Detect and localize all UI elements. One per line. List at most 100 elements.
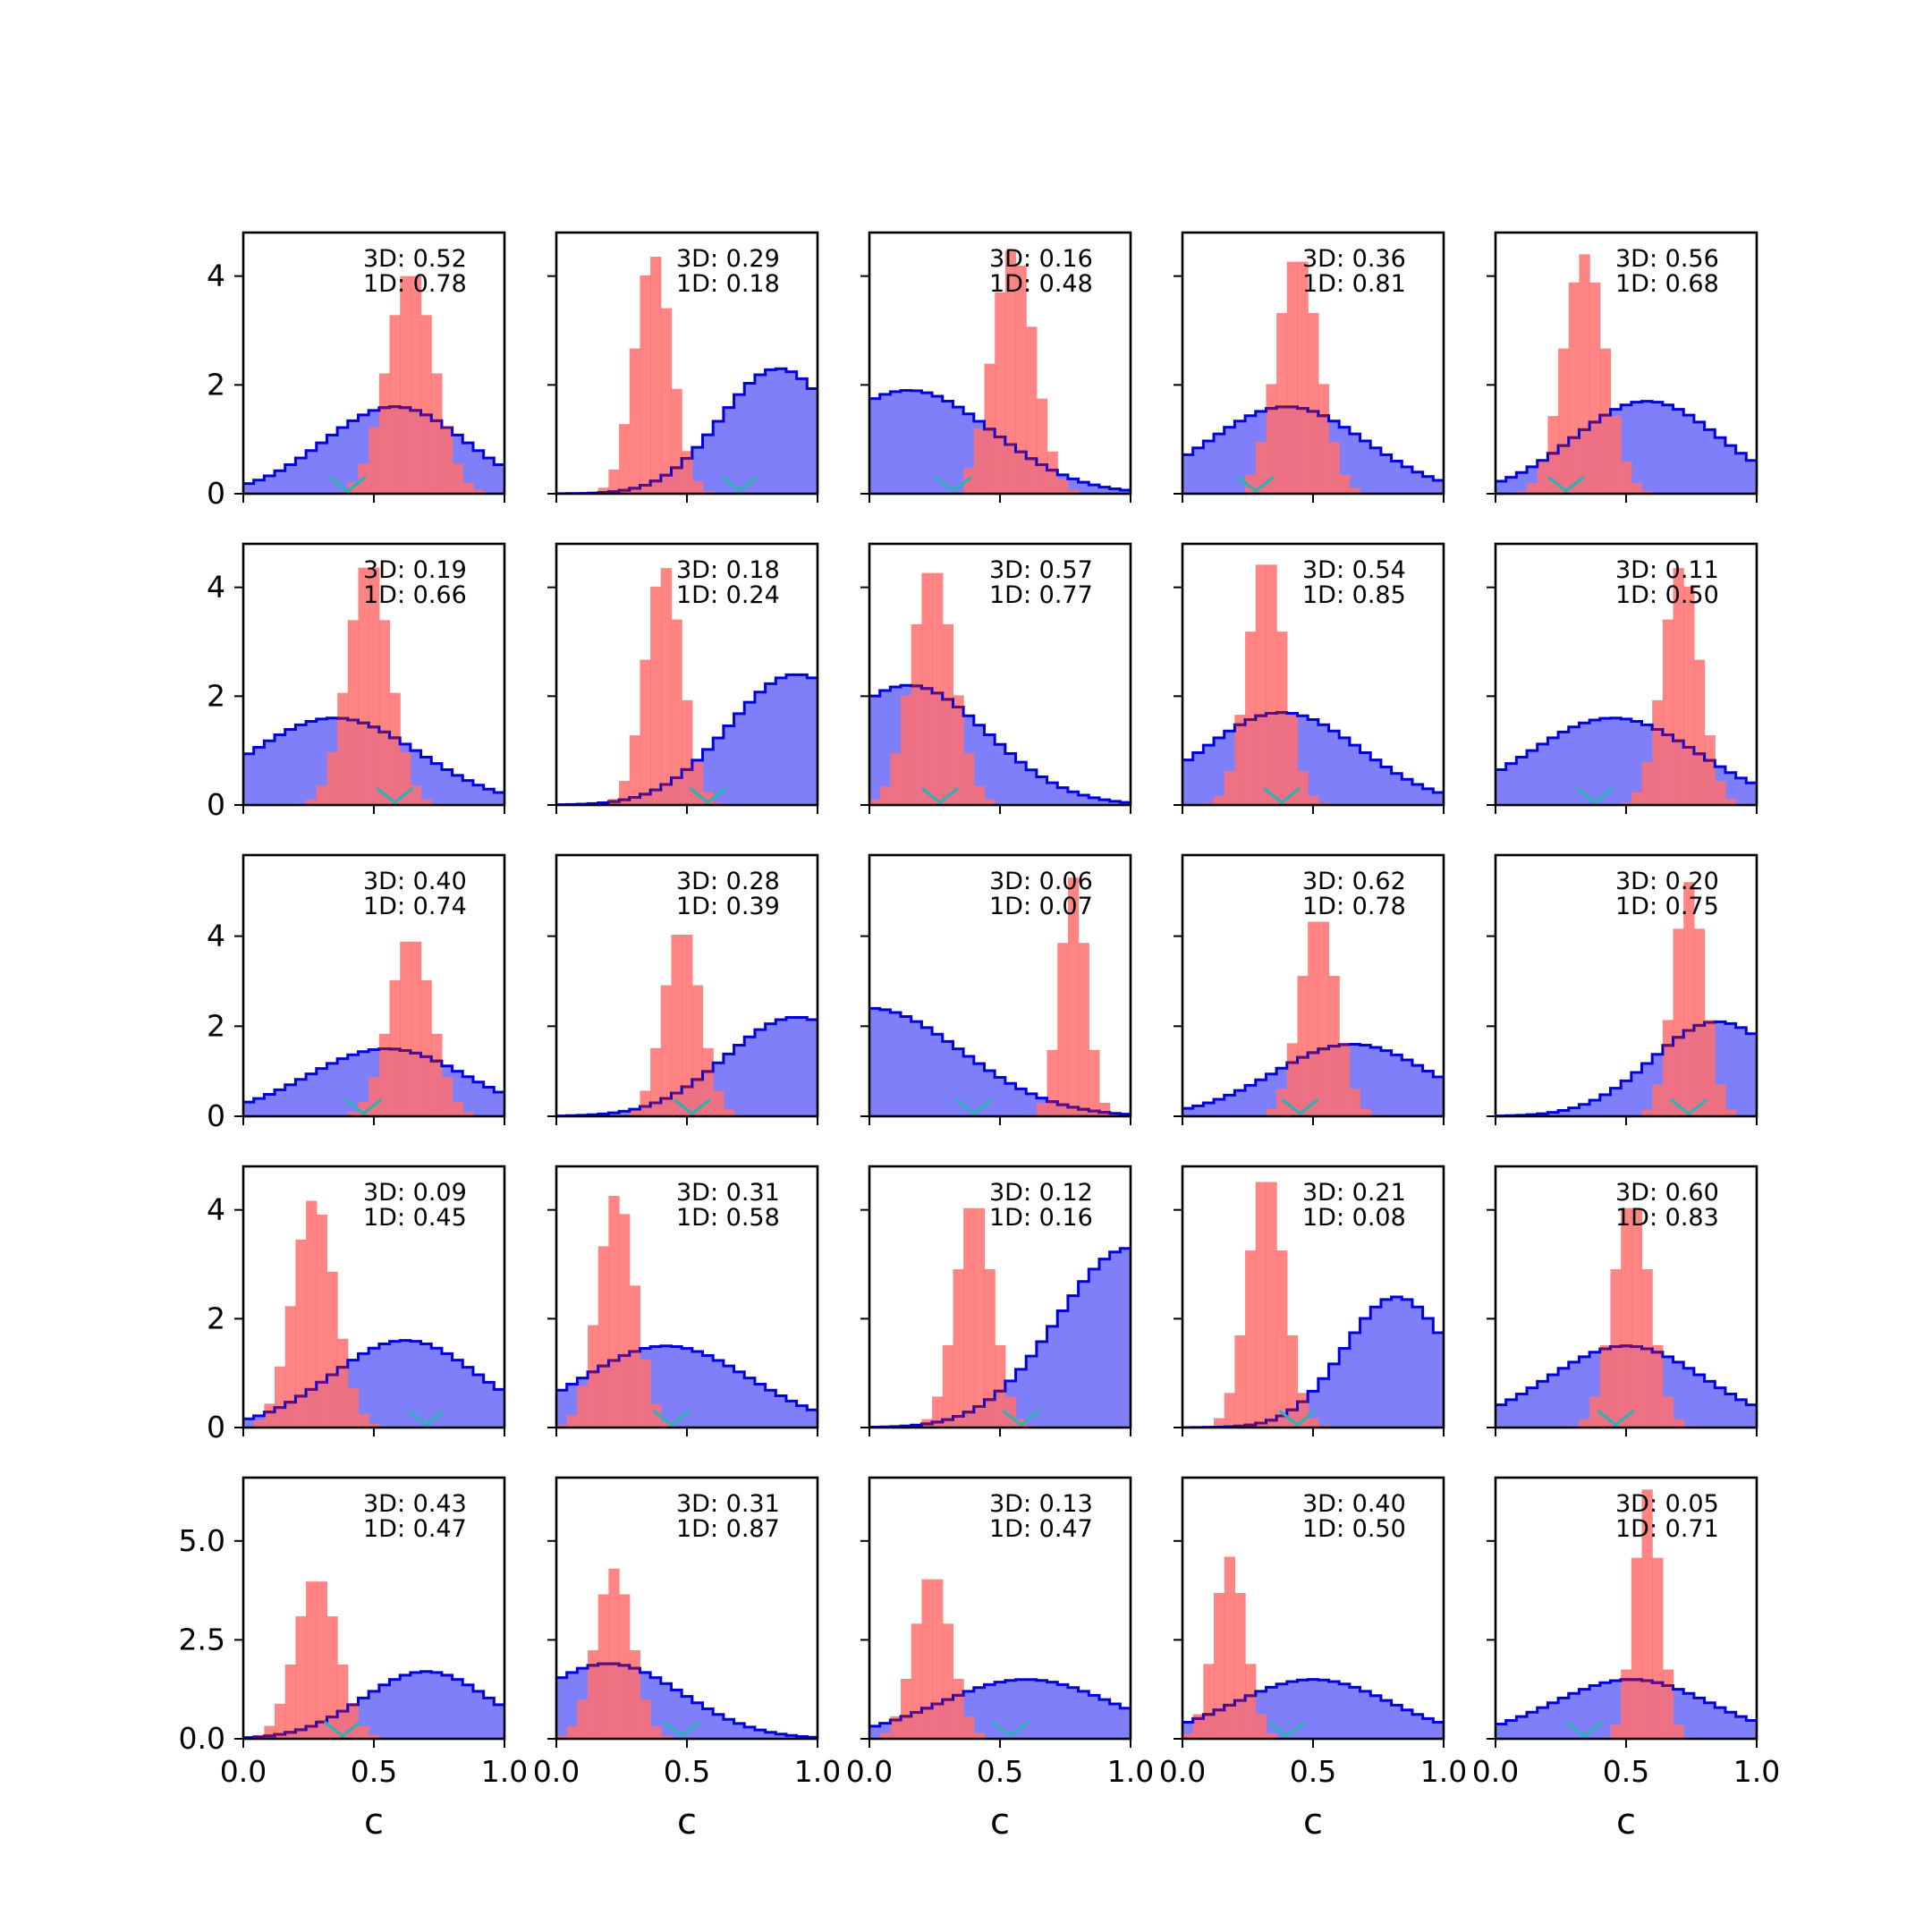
blue-histogram-fill	[1182, 1297, 1444, 1428]
red-histogram-bar	[932, 1579, 944, 1739]
red-histogram-bar	[1621, 461, 1632, 494]
red-histogram-bar	[1214, 1593, 1225, 1739]
red-histogram-bar	[671, 388, 682, 494]
red-histogram-bar	[608, 470, 620, 494]
annotation-1d: 1D: 0.24	[676, 581, 780, 609]
red-histogram-bar	[1308, 921, 1319, 1116]
y-tick-label: 2	[207, 678, 225, 713]
red-histogram-bar	[1339, 1043, 1351, 1116]
panel-plot-area	[1496, 1208, 1757, 1428]
marker-v	[1670, 1098, 1707, 1116]
red-histogram-bar	[932, 572, 944, 805]
marker-v	[1565, 1721, 1603, 1739]
red-histogram-bar	[337, 1664, 349, 1739]
red-histogram-bar	[973, 428, 986, 494]
red-histogram-bar	[1308, 795, 1319, 805]
red-histogram-bar	[369, 1077, 380, 1116]
red-histogram-bar	[1182, 1733, 1194, 1739]
red-histogram-bar	[1579, 254, 1590, 494]
panel-plot-area	[556, 568, 818, 805]
red-histogram-bar	[953, 1679, 964, 1739]
red-histogram-bar	[597, 487, 609, 494]
red-histogram-bar	[1641, 762, 1653, 805]
red-histogram-bar	[1631, 1208, 1643, 1428]
red-histogram-bar	[713, 1090, 724, 1116]
red-histogram-bar	[253, 1419, 265, 1428]
panel-plot-area	[243, 275, 504, 494]
x-axis-label: c	[677, 1801, 697, 1843]
annotation-1d: 1D: 0.07	[989, 893, 1093, 920]
red-histogram-bar	[347, 620, 360, 805]
red-histogram-bar	[995, 292, 1006, 494]
red-histogram-bar	[1308, 312, 1319, 494]
annotation-1d: 1D: 0.71	[1615, 1515, 1719, 1543]
blue-histogram-fill	[556, 674, 818, 805]
panel-plot-area	[1496, 254, 1757, 494]
red-histogram-bar	[588, 1649, 599, 1739]
red-histogram-bar	[1276, 631, 1288, 805]
red-histogram-bar	[953, 695, 964, 805]
marker-v	[344, 1098, 382, 1116]
y-tick-label: 4	[207, 570, 225, 605]
red-histogram-bar	[629, 1285, 641, 1428]
x-tick-label: 0.5	[977, 1754, 1023, 1789]
red-histogram-bar	[1036, 1103, 1048, 1116]
x-tick-label: 1.0	[794, 1754, 841, 1789]
panel-plot-area	[556, 1568, 818, 1739]
annotation-1d: 1D: 0.78	[1302, 893, 1406, 920]
panel-plot-area	[243, 941, 504, 1116]
red-histogram-bar	[410, 785, 422, 805]
red-histogram-bar	[588, 1325, 599, 1428]
red-histogram-bar	[1704, 735, 1716, 805]
red-histogram-bar	[1641, 491, 1653, 494]
marker-v	[992, 1721, 1030, 1739]
red-histogram-bar	[337, 1338, 349, 1428]
red-histogram-bar	[890, 753, 902, 805]
red-histogram-bar	[1652, 1084, 1664, 1116]
panel-plot-area	[1182, 261, 1444, 494]
red-histogram-bar	[1568, 282, 1580, 494]
red-histogram-bar	[566, 1415, 578, 1428]
panel-plot-area	[1496, 1489, 1757, 1739]
red-histogram-bar	[369, 1734, 380, 1739]
red-histogram-bar	[1349, 487, 1361, 494]
marker-v	[1237, 476, 1275, 494]
x-tick-label: 0.5	[1290, 1754, 1336, 1789]
red-histogram-bar	[1349, 1089, 1361, 1116]
red-histogram-bar	[1318, 921, 1330, 1116]
red-histogram-bar	[942, 1344, 954, 1428]
red-histogram-bar	[462, 1112, 474, 1116]
red-histogram-bar	[879, 785, 891, 805]
y-tick-label: 2.5	[179, 1622, 225, 1657]
red-histogram-bar	[1621, 802, 1632, 805]
red-histogram-bar	[723, 1109, 735, 1116]
red-histogram-bar	[452, 463, 463, 494]
red-histogram-bar	[1067, 877, 1080, 1116]
red-histogram-bar	[640, 659, 651, 805]
red-histogram-bar	[1579, 1419, 1590, 1428]
red-histogram-bar	[275, 1703, 286, 1739]
x-tick-label: 1.0	[1420, 1754, 1467, 1789]
annotation-3d: 3D: 0.19	[363, 556, 467, 584]
red-histogram-bar	[650, 1047, 662, 1116]
x-axis-label: c	[364, 1801, 384, 1843]
red-histogram-bar	[1015, 265, 1027, 494]
annotation-3d: 3D: 0.60	[1615, 1179, 1719, 1207]
red-histogram-bar	[597, 1246, 609, 1428]
red-histogram-bar	[462, 482, 474, 494]
red-histogram-bar	[1589, 1396, 1601, 1428]
annotation-1d: 1D: 0.78	[363, 270, 467, 298]
red-histogram-bar	[671, 935, 682, 1116]
red-histogram-bar	[640, 1359, 651, 1428]
red-histogram-bar	[326, 1616, 338, 1739]
red-histogram-bar	[441, 427, 453, 494]
red-histogram-bar	[316, 785, 328, 805]
red-histogram-bar	[1004, 250, 1017, 494]
blue-histogram-fill	[556, 369, 818, 494]
